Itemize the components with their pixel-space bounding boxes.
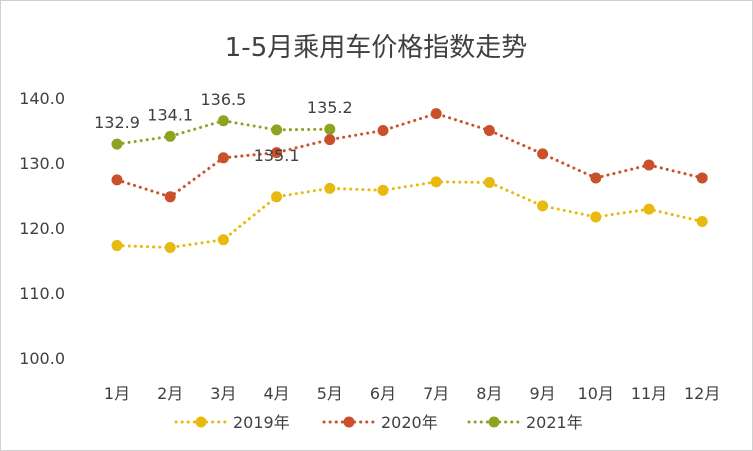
data-point [483,125,495,136]
legend-item: 2021年 [467,413,583,432]
data-label: 135.1 [254,146,300,165]
y-tick-label: 140.0 [19,89,65,108]
x-tick-label: 10月 [578,384,614,403]
data-point [377,184,389,196]
legend-label: 2020年 [381,413,438,432]
x-tick-label: 6月 [370,384,396,403]
data-point [324,123,336,135]
data-point [271,147,283,159]
series-2020年 [111,108,708,203]
data-point [537,148,549,160]
x-tick-label: 4月 [264,384,290,403]
data-point [111,240,123,252]
data-label: 134.1 [147,105,193,124]
data-point [537,200,549,212]
data-point [164,130,176,142]
data-point [164,191,176,203]
data-point [217,152,229,164]
legend-marker [488,416,500,428]
data-point [377,125,389,136]
data-point [643,159,655,171]
legend-marker [343,416,355,428]
data-point [696,172,708,184]
data-point [111,174,123,186]
data-point [483,177,495,188]
y-tick-label: 120.0 [19,219,65,238]
data-label: 136.5 [200,90,246,109]
x-tick-label: 1月 [104,384,130,403]
data-label: 132.9 [94,113,140,132]
data-point [324,182,336,194]
legend-item: 2019年 [174,413,290,432]
x-tick-label: 8月 [476,384,502,403]
x-tick-label: 3月 [210,384,236,403]
x-tick-label: 7月 [423,384,449,403]
data-point [111,138,123,150]
data-point [430,108,442,120]
series-line [115,180,704,250]
y-tick-label: 100.0 [19,349,65,368]
x-tick-label: 11月 [631,384,667,403]
data-point [164,242,176,253]
x-tick-label: 5月 [317,384,343,403]
data-point [271,124,283,136]
data-point [643,203,655,215]
legend-marker [195,416,207,428]
data-point [271,191,283,203]
data-point [430,176,442,188]
series-2021年 [111,115,336,150]
x-tick-label: 12月 [684,384,720,403]
legend-item: 2020年 [322,413,438,432]
x-tick-label: 2月 [157,384,183,403]
x-tick-label: 9月 [530,384,556,403]
series-line [115,112,704,199]
legend-label: 2019年 [233,413,290,432]
series-2019年 [111,176,708,253]
data-point [217,234,229,246]
data-point [590,172,602,184]
legend-label: 2021年 [526,413,583,432]
data-point [696,216,708,227]
y-tick-label: 110.0 [19,284,65,303]
data-point [590,211,602,223]
data-label: 135.2 [307,98,353,117]
y-tick-label: 130.0 [19,154,65,173]
data-point [324,134,336,146]
data-point [217,115,229,127]
chart-title: 1-5月乘用车价格指数走势 [225,33,527,63]
